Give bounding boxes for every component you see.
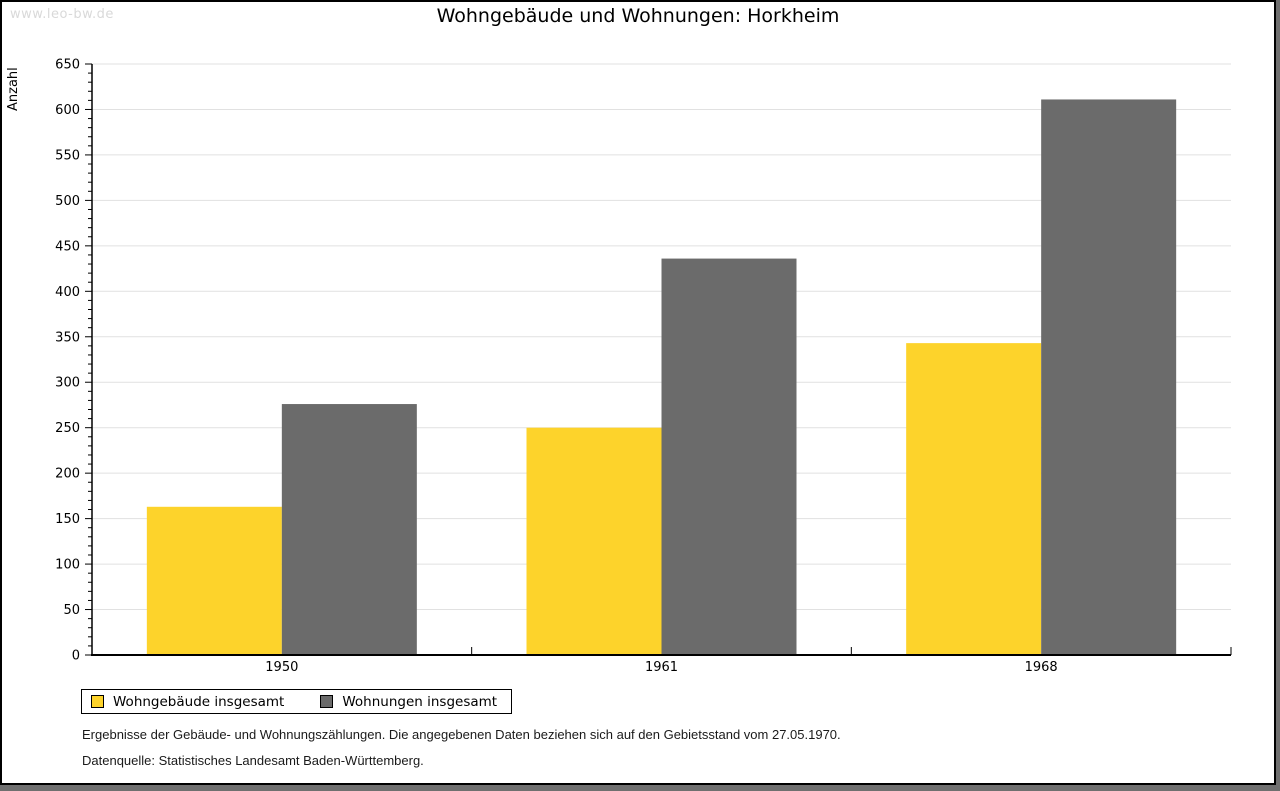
bar-chart: 0 50 100 150 200 250 300 350 400 450 500 550 600 650 1… — [55, 58, 1232, 675]
y-tick-label: 400 — [55, 285, 80, 300]
y-tick-label: 250 — [55, 421, 80, 436]
y-tick-label: 450 — [55, 239, 80, 254]
legend-label: Wohnungen insgesamt — [342, 693, 498, 710]
y-tick-label: 150 — [55, 512, 80, 527]
y-tick-label: 350 — [55, 330, 80, 345]
bar — [661, 258, 797, 655]
legend-item: Wohnungen insgesamt — [320, 694, 497, 710]
y-tick-label: 650 — [55, 58, 80, 73]
legend-item: Wohngebäude insgesamt — [91, 694, 284, 710]
bar — [906, 343, 1042, 655]
y-tick-label: 500 — [55, 194, 80, 209]
chart-legend: Wohngebäude insgesamt Wohnungen insgesamt — [81, 689, 513, 714]
legend-swatch-icon — [320, 695, 334, 708]
legend-label: Wohngebäude insgesamt — [113, 693, 285, 710]
bar — [526, 427, 662, 655]
bar — [1041, 99, 1177, 655]
y-tick-label: 100 — [55, 558, 80, 573]
legend-swatch-icon — [91, 695, 104, 708]
site-watermark: www.leo-bw.de — [10, 7, 114, 22]
x-tick-label: 1950 — [265, 660, 298, 675]
y-tick-label: 300 — [55, 376, 80, 391]
y-tick-label: 600 — [55, 103, 80, 118]
x-tick-label: 1961 — [645, 660, 678, 675]
footnote-source: Datenquelle: Statistisches Landesamt Bad… — [82, 753, 424, 768]
y-tick-label: 50 — [63, 603, 80, 618]
y-tick-label: 200 — [55, 467, 80, 482]
y-tick-label: 550 — [55, 148, 80, 163]
chart-title: Wohngebäude und Wohnungen: Horkheim — [436, 5, 840, 27]
bar — [281, 404, 417, 655]
bar — [146, 506, 282, 655]
footnote-description: Ergebnisse der Gebäude- und Wohnungszähl… — [82, 727, 841, 742]
y-tick-label: 0 — [72, 649, 80, 664]
x-tick-label: 1968 — [1025, 660, 1058, 675]
